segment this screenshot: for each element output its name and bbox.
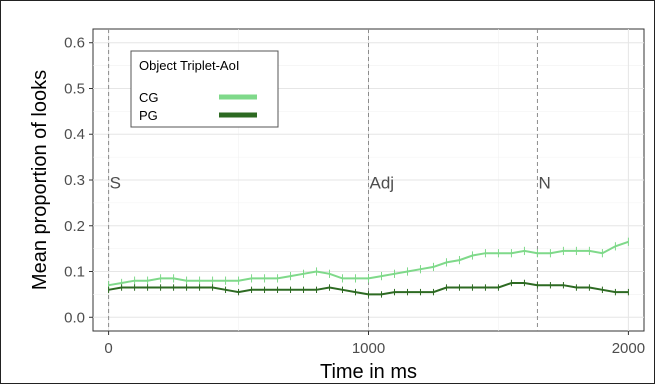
x-axis-title: Time in ms [320, 361, 417, 383]
x-tick-label: 1000 [352, 340, 385, 357]
y-axis-ticks: 0.0 0.1 0.2 0.3 0.4 0.5 0.6 [64, 35, 93, 326]
y-tick-label: 0.6 [64, 35, 85, 52]
series-cg [108, 237, 629, 290]
y-tick-label: 0.4 [64, 126, 85, 143]
legend-entries: CG PG [139, 90, 257, 123]
y-tick-label: 0.0 [64, 309, 85, 326]
legend: Object Triplet-AoI CG PG [130, 50, 279, 128]
y-tick-label: 0.1 [64, 264, 85, 281]
legend-label-cg: CG [139, 90, 159, 105]
marker-lines [108, 29, 538, 331]
legend-label-pg: PG [139, 108, 158, 123]
marker-label: N [538, 173, 550, 192]
x-tick-label: 0 [104, 340, 112, 357]
marker-labels: S Adj N [110, 173, 551, 192]
y-tick-label: 0.5 [64, 80, 85, 97]
marker-label: Adj [370, 173, 395, 192]
y-tick-label: 0.2 [64, 218, 85, 235]
y-tick-label: 0.3 [64, 172, 85, 189]
x-axis-ticks: 0 1000 2000 [104, 331, 645, 357]
series-layer [108, 237, 629, 298]
y-axis-title: Mean proportion of looks [29, 70, 51, 290]
marker-label: S [110, 173, 121, 192]
legend-title: Object Triplet-AoI [139, 58, 239, 73]
series-pg [108, 279, 629, 298]
x-tick-label: 2000 [612, 340, 645, 357]
